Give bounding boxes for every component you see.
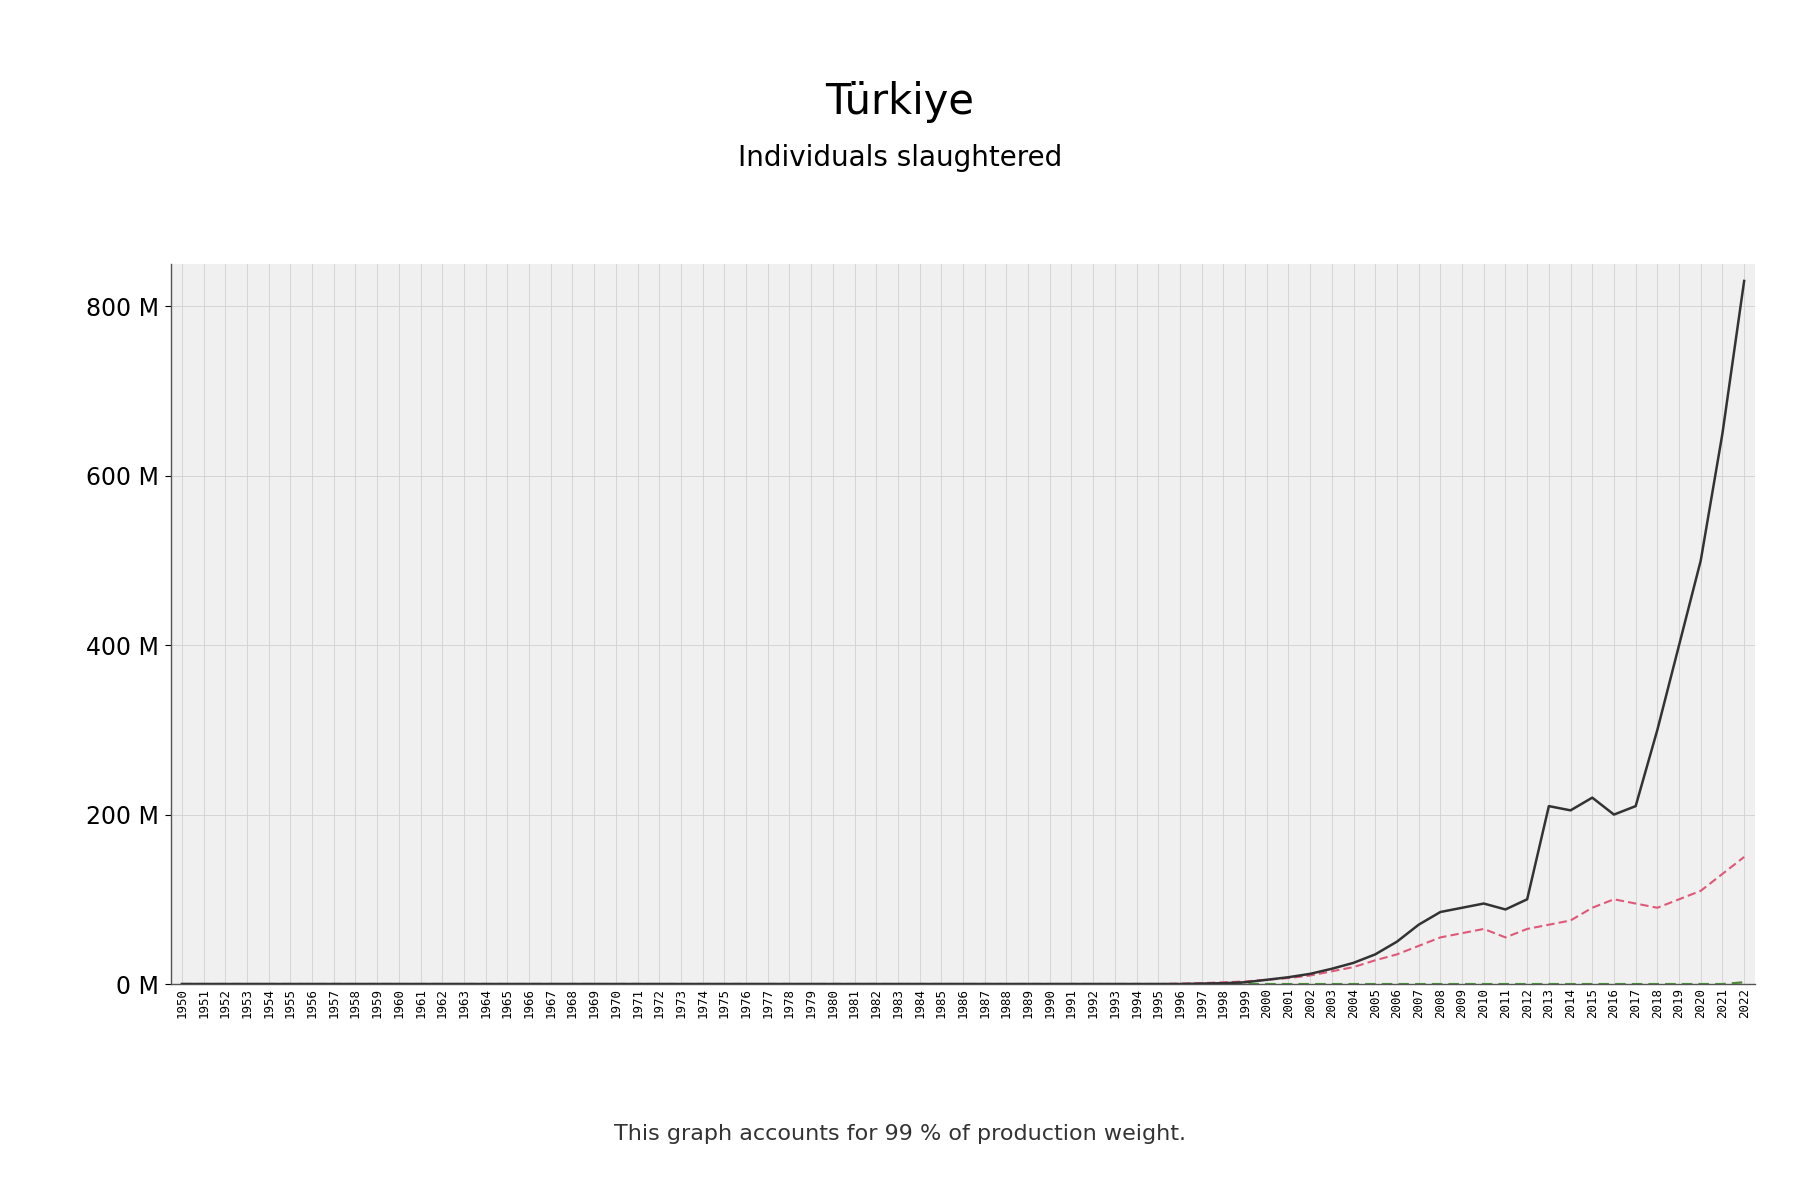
Salmonids	[171, 977, 193, 991]
Text: Individuals slaughtered: Individuals slaughtered	[738, 144, 1062, 173]
Line: Salmonids: Salmonids	[182, 857, 1744, 984]
Line: Carp: Carp	[182, 983, 1744, 984]
Other	[1582, 977, 1604, 991]
Carp	[1582, 977, 1604, 991]
Salmonids	[518, 977, 540, 991]
Carp	[1516, 977, 1537, 991]
Bass and bream	[691, 977, 713, 991]
Other	[1472, 977, 1494, 991]
Bass and bream	[171, 977, 193, 991]
Salmonids	[952, 977, 974, 991]
Salmonids	[1733, 850, 1755, 864]
Carp	[1472, 977, 1494, 991]
Other	[1733, 976, 1755, 990]
Line: Other: Other	[182, 983, 1744, 984]
Other	[1516, 977, 1537, 991]
Bass and bream	[518, 977, 540, 991]
Bass and bream	[1582, 791, 1604, 805]
Carp	[171, 977, 193, 991]
Other	[691, 977, 713, 991]
Bass and bream	[1472, 896, 1494, 911]
Text: This graph accounts for 99 % of production weight.: This graph accounts for 99 % of producti…	[614, 1124, 1186, 1144]
Salmonids	[1516, 922, 1537, 936]
Bass and bream	[1516, 892, 1537, 906]
Carp	[518, 977, 540, 991]
Carp	[952, 977, 974, 991]
Text: Türkiye: Türkiye	[826, 80, 974, 122]
Carp	[691, 977, 713, 991]
Line: Bass and bream: Bass and bream	[182, 281, 1744, 984]
Other	[171, 977, 193, 991]
Other	[518, 977, 540, 991]
Salmonids	[1582, 900, 1604, 914]
Carp	[1733, 976, 1755, 990]
Bass and bream	[1733, 274, 1755, 288]
Salmonids	[691, 977, 713, 991]
Other	[952, 977, 974, 991]
Salmonids	[1472, 922, 1494, 936]
Bass and bream	[952, 977, 974, 991]
